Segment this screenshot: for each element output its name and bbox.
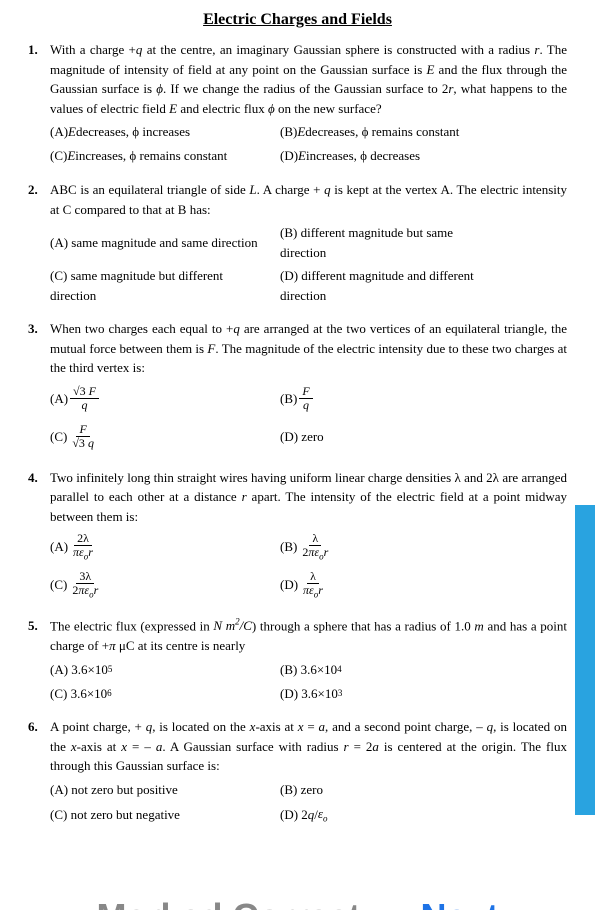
option[interactable]: (B) different magnitude but same directi… xyxy=(280,223,510,262)
option[interactable]: (B) zero xyxy=(280,780,510,800)
option[interactable]: (A) √3 Fq xyxy=(50,382,280,416)
question-number: 3. xyxy=(28,319,50,378)
question-number: 5. xyxy=(28,616,50,655)
question-text: When two charges each equal to +q are ar… xyxy=(50,319,567,378)
worksheet-page: Electric Charges and Fields 1.With a cha… xyxy=(0,0,595,850)
option[interactable]: (D) 2q / εo xyxy=(280,804,510,826)
question: 4.Two infinitely long thin straight wire… xyxy=(28,468,567,603)
option[interactable]: (A) same magnitude and same direction xyxy=(50,223,280,262)
options: (A) not zero but positive(B) zero(C) not… xyxy=(50,780,567,826)
question-number: 2. xyxy=(28,180,50,219)
option[interactable]: (A) E decreases, ϕ increases xyxy=(50,122,280,142)
option[interactable]: (A) 2λπεor xyxy=(50,530,280,564)
option[interactable]: (D) zero xyxy=(280,420,510,454)
question: 1.With a charge +q at the centre, an ima… xyxy=(28,40,567,166)
option[interactable]: (C) same magnitude but different directi… xyxy=(50,266,280,305)
question-number: 4. xyxy=(28,468,50,527)
option[interactable]: (D) λπεor xyxy=(280,568,510,602)
options: (A) same magnitude and same direction(B)… xyxy=(50,223,567,305)
options: (A) E decreases, ϕ increases(B) E decrea… xyxy=(50,122,567,166)
question: 2.ABC is an equilateral triangle of side… xyxy=(28,180,567,305)
option[interactable]: (C) not zero but negative xyxy=(50,804,280,826)
question: 6.A point charge, + q, is located on the… xyxy=(28,717,567,826)
question-text: A point charge, + q, is located on the x… xyxy=(50,717,567,776)
option[interactable]: (A) 3.6×105 xyxy=(50,659,280,679)
option[interactable]: (D) 3.6×103 xyxy=(280,683,510,703)
option[interactable]: (B) E decreases, ϕ remains constant xyxy=(280,122,510,142)
page-title: Electric Charges and Fields xyxy=(28,8,567,32)
options: (A) 3.6×105(B) 3.6×104(C) 3.6×106(D) 3.6… xyxy=(50,659,567,703)
question-number: 6. xyxy=(28,717,50,776)
option[interactable]: (B) Fq xyxy=(280,382,510,416)
option[interactable]: (D) different magnitude and different di… xyxy=(280,266,510,305)
option[interactable]: (B) λ2πεor xyxy=(280,530,510,564)
footer-bar: Marked Correct Next xyxy=(0,880,595,910)
question-text: Two infinitely long thin straight wires … xyxy=(50,468,567,527)
question: 3.When two charges each equal to +q are … xyxy=(28,319,567,454)
options: (A) 2λπεor(B) λ2πεor(C) 3λ2πεor(D) λπεor xyxy=(50,530,567,602)
marked-correct-button[interactable]: Marked Correct xyxy=(96,890,360,910)
question-text: ABC is an equilateral triangle of side L… xyxy=(50,180,567,219)
option[interactable]: (D) E increases, ϕ decreases xyxy=(280,146,510,166)
side-tab[interactable] xyxy=(575,505,595,815)
questions: 1.With a charge +q at the centre, an ima… xyxy=(28,40,567,826)
next-button[interactable]: Next xyxy=(421,890,499,910)
option[interactable]: (B) 3.6×104 xyxy=(280,659,510,679)
question: 5.The electric flux (expressed in N m2/C… xyxy=(28,616,567,703)
option[interactable]: (C) F√3 q xyxy=(50,420,280,454)
option[interactable]: (A) not zero but positive xyxy=(50,780,280,800)
option[interactable]: (C) 3λ2πεor xyxy=(50,568,280,602)
question-text: The electric flux (expressed in N m2/C) … xyxy=(50,616,567,655)
option[interactable]: (C) 3.6×106 xyxy=(50,683,280,703)
options: (A) √3 Fq(B) Fq(C) F√3 q(D) zero xyxy=(50,382,567,454)
question-text: With a charge +q at the centre, an imagi… xyxy=(50,40,567,118)
question-number: 1. xyxy=(28,40,50,118)
option[interactable]: (C) E increases, ϕ remains constant xyxy=(50,146,280,166)
